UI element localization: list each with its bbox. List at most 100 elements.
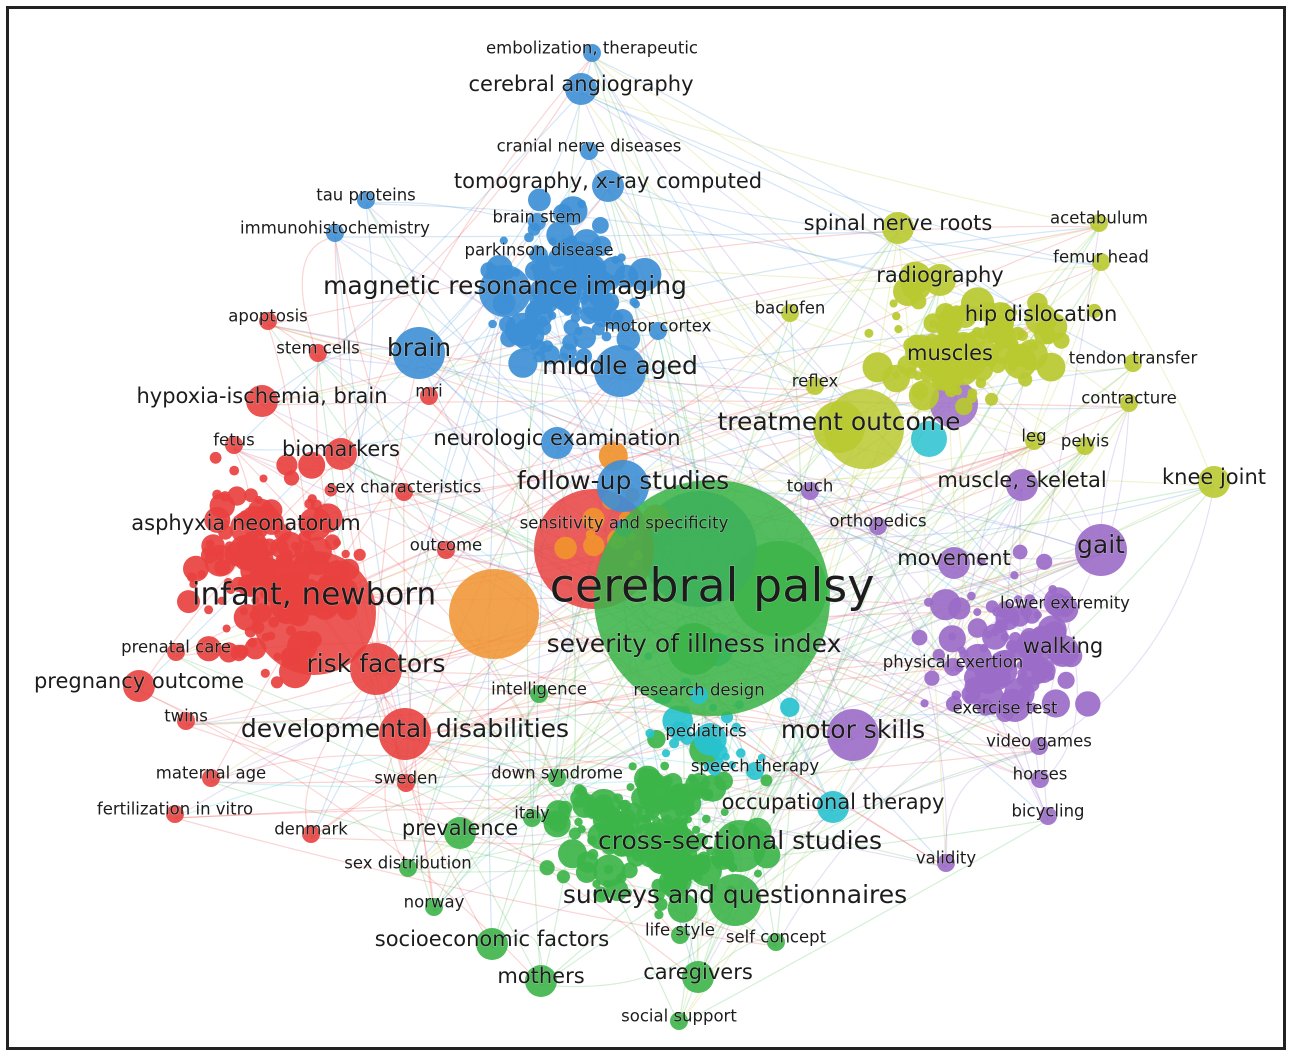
keyword-hub-node[interactable]	[1120, 394, 1138, 412]
keyword-hub-node[interactable]	[259, 312, 277, 330]
keyword-hub-node[interactable]	[1076, 437, 1094, 455]
keyword-hub-node[interactable]	[479, 265, 531, 317]
keyword-label[interactable]: brain	[386, 333, 451, 363]
keyword-hub-node[interactable]	[668, 623, 720, 675]
keyword-label[interactable]: physical exertion	[882, 652, 1024, 672]
keyword-hub-node[interactable]	[746, 762, 764, 780]
keyword-hub-node[interactable]	[325, 438, 357, 470]
keyword-hub-node[interactable]	[1031, 770, 1049, 788]
keyword-hub-node[interactable]	[697, 727, 715, 745]
keyword-hub-node[interactable]	[1047, 635, 1079, 667]
keyword-hub-node[interactable]	[326, 224, 344, 242]
keyword-label[interactable]: down syndrome	[491, 763, 624, 783]
keyword-hub-node[interactable]	[1030, 737, 1048, 755]
keyword-label[interactable]: sex distribution	[344, 853, 473, 873]
keyword-hub-node[interactable]	[996, 704, 1014, 722]
keyword-label[interactable]: tomography, x-ray computed	[453, 169, 762, 194]
keyword-hub-node[interactable]	[202, 769, 220, 787]
keyword-label[interactable]: norway	[403, 892, 465, 912]
keyword-label[interactable]: italy	[514, 803, 551, 823]
keyword-label[interactable]: cranial nerve diseases	[496, 136, 682, 156]
keyword-label[interactable]: hip dislocation	[964, 302, 1118, 327]
keyword-label[interactable]: bicycling	[1011, 801, 1085, 821]
keyword-hub-node[interactable]	[671, 926, 689, 944]
keyword-hub-node[interactable]	[882, 212, 914, 244]
keyword-hub-node[interactable]	[649, 322, 667, 340]
keyword-hub-node[interactable]	[399, 859, 417, 877]
keyword-label[interactable]: intelligence	[491, 679, 588, 699]
keyword-label[interactable]: neurologic examination	[433, 426, 681, 451]
keyword-hub-node[interactable]	[817, 791, 849, 823]
keyword-label[interactable]: follow-up studies	[516, 466, 729, 496]
keyword-hub-node[interactable]	[690, 686, 708, 704]
keyword-label[interactable]: infant, newborn	[191, 576, 436, 613]
keyword-hub-node[interactable]	[924, 264, 956, 296]
keyword-label[interactable]: biomarkers	[282, 437, 401, 462]
keyword-hub-node[interactable]	[393, 327, 445, 379]
keyword-hub-node[interactable]	[869, 517, 887, 535]
keyword-hub-node[interactable]	[682, 961, 714, 993]
keyword-hub-node[interactable]	[541, 427, 573, 459]
keyword-hub-node[interactable]	[1025, 303, 1057, 335]
keyword-label[interactable]: maternal age	[155, 763, 266, 783]
keyword-label[interactable]: speech therapy	[690, 756, 820, 776]
keyword-hub-node[interactable]	[1124, 354, 1142, 372]
keyword-label[interactable]: immunohistochemistry	[240, 218, 431, 238]
keyword-label[interactable]: muscle, skeletal	[937, 468, 1107, 493]
keyword-hub-node[interactable]	[425, 898, 443, 916]
keyword-hub-node[interactable]	[827, 709, 879, 761]
keyword-label[interactable]: pregnancy outcome	[33, 669, 244, 694]
keyword-hub-node[interactable]	[397, 774, 415, 792]
keyword-label[interactable]: occupational therapy	[721, 790, 945, 815]
keyword-hub-node[interactable]	[246, 385, 278, 417]
keyword-label[interactable]: video games	[986, 731, 1093, 751]
keyword-hub-node[interactable]	[309, 344, 327, 362]
keyword-label[interactable]: sex characteristics	[326, 477, 481, 497]
keyword-label[interactable]: femur head	[1053, 247, 1150, 267]
keyword-label[interactable]: horses	[1012, 764, 1068, 784]
keyword-hub-node[interactable]	[937, 854, 955, 872]
keyword-hub-node[interactable]	[1075, 524, 1127, 576]
keyword-label[interactable]: gait	[1077, 530, 1126, 560]
keyword-label[interactable]: touch	[786, 476, 834, 496]
keyword-hub-node[interactable]	[252, 551, 376, 675]
keyword-hub-node[interactable]	[177, 712, 195, 730]
keyword-hub-node[interactable]	[580, 142, 598, 160]
keyword-hub-node[interactable]	[123, 670, 155, 702]
keyword-hub-node[interactable]	[594, 345, 646, 397]
keyword-hub-node[interactable]	[592, 170, 624, 202]
keyword-hub-node[interactable]	[420, 387, 438, 405]
keyword-label[interactable]: self concept	[725, 927, 827, 947]
keyword-hub-node[interactable]	[801, 482, 819, 500]
keyword-label[interactable]: hypoxia-ischemia, brain	[136, 384, 388, 409]
keyword-label[interactable]: sweden	[374, 768, 438, 788]
keyword-label[interactable]: muscles	[907, 341, 994, 366]
keyword-hub-node[interactable]	[565, 73, 597, 105]
keyword-label[interactable]: risk factors	[306, 649, 446, 679]
keyword-label[interactable]: lower extremity	[1000, 593, 1131, 613]
keyword-label[interactable]: treatment outcome	[717, 407, 961, 437]
keyword-hub-node[interactable]	[444, 817, 476, 849]
keyword-label[interactable]: radiography	[876, 263, 1004, 288]
keyword-label[interactable]: knee joint	[1161, 465, 1266, 490]
keyword-hub-node[interactable]	[357, 191, 375, 209]
keyword-label[interactable]: motor skills	[780, 715, 925, 745]
keyword-hub-node[interactable]	[594, 480, 830, 716]
keyword-label[interactable]: walking	[1022, 634, 1104, 659]
keyword-hub-node[interactable]	[670, 1012, 688, 1030]
keyword-label[interactable]: middle aged	[542, 351, 699, 381]
keyword-hub-node[interactable]	[1025, 432, 1043, 450]
keyword-hub-node[interactable]	[302, 825, 320, 843]
keyword-hub-node[interactable]	[230, 512, 262, 544]
keyword-label[interactable]: pediatrics	[665, 721, 747, 741]
keyword-hub-node[interactable]	[944, 658, 962, 676]
keyword-label[interactable]: outcome	[409, 535, 482, 555]
keyword-hub-node[interactable]	[1056, 599, 1074, 617]
keyword-hub-node[interactable]	[225, 436, 243, 454]
keyword-hub-node[interactable]	[767, 933, 785, 951]
keyword-label[interactable]: parkinson disease	[464, 240, 614, 260]
keyword-hub-node[interactable]	[938, 547, 970, 579]
keyword-label[interactable]: prevalence	[401, 816, 518, 841]
keyword-label[interactable]: caregivers	[643, 960, 754, 985]
keyword-label[interactable]: fertilization in vitro	[96, 799, 253, 819]
